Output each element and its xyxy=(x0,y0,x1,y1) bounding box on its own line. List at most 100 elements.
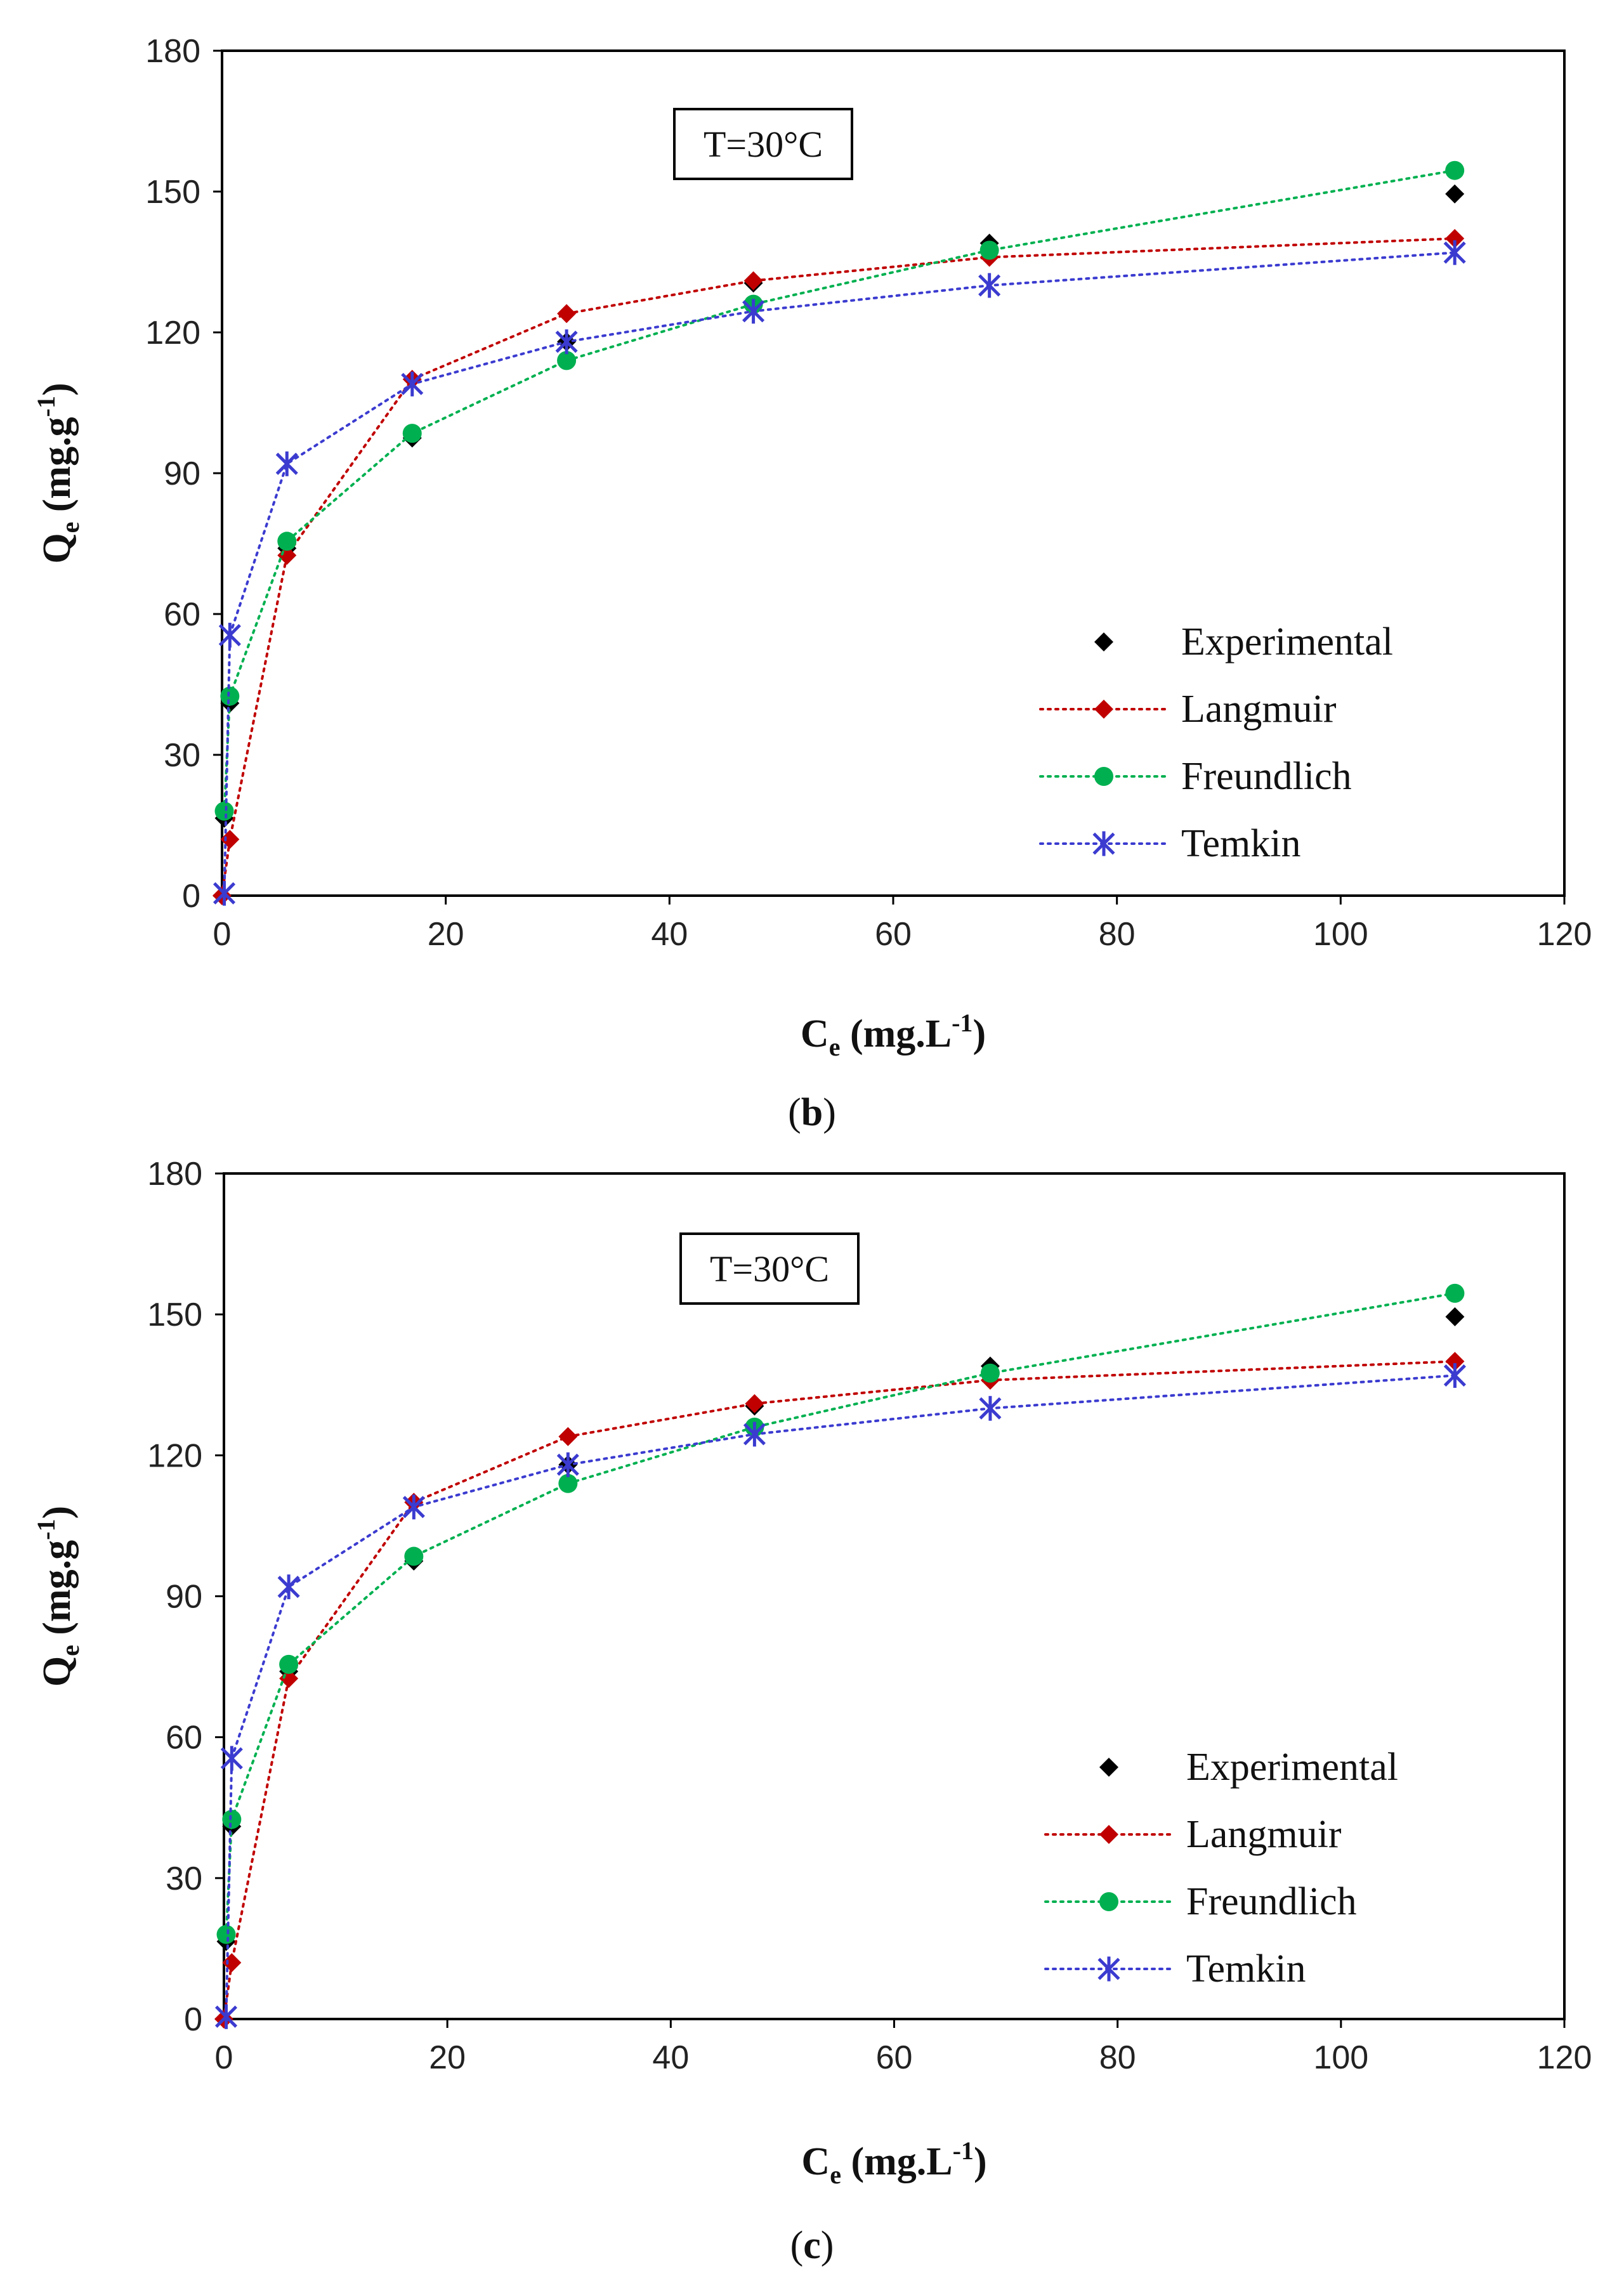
series-experimental xyxy=(214,184,1465,828)
annotation-frame xyxy=(673,108,853,180)
series-line-langmuir xyxy=(223,1360,1457,2020)
x-tick-label: 100 xyxy=(1313,916,1368,953)
legend-label-langmuir: Langmuir xyxy=(1181,688,1337,731)
point-freundlich xyxy=(214,801,234,821)
point-experimental xyxy=(1445,184,1465,204)
annotation-box: T=30°C xyxy=(679,1232,860,1305)
point-temkin xyxy=(213,880,236,906)
series-line-freundlich xyxy=(223,169,1457,813)
point-freundlich xyxy=(402,424,422,443)
point-freundlich xyxy=(1445,160,1465,180)
point-freundlich xyxy=(557,351,577,370)
legend-label-temkin: Temkin xyxy=(1181,822,1301,865)
legend-entry-experimental: Experimental xyxy=(1099,1746,1398,1789)
legend-entry-freundlich: Freundlich xyxy=(1039,755,1352,798)
series-group xyxy=(214,1283,1466,2029)
legend: Experimental Langmuir Freundlich Temkin xyxy=(1039,620,1393,865)
y-tick-label: 90 xyxy=(166,1579,202,1616)
x-tick-label: 40 xyxy=(652,2039,689,2076)
point-temkin xyxy=(556,1452,579,1477)
point-temkin xyxy=(978,273,1001,298)
point-freundlich xyxy=(216,1925,236,1944)
point-temkin xyxy=(979,1395,1002,1421)
x-axis-ticks: 0 20 40 60 80 100 120 xyxy=(213,896,1592,953)
point-freundlich xyxy=(1445,1283,1465,1303)
chart-panel-b: 0 20 40 60 80 100 120 0 30 60 90 120 150 180 Ce (mg.L-… xyxy=(0,0,1624,1135)
annotation-label: T=30°C xyxy=(710,1248,829,1290)
x-tick-label: 0 xyxy=(215,2039,233,2076)
legend-label-experimental: Experimental xyxy=(1186,1746,1398,1789)
legend-entry-freundlich: Freundlich xyxy=(1044,1880,1357,1923)
legend-marker-experimental xyxy=(1099,1758,1118,1777)
legend-entry-langmuir: Langmuir xyxy=(1039,688,1337,731)
point-langmuir xyxy=(745,1394,764,1413)
point-temkin xyxy=(277,1574,300,1600)
legend-entry-experimental: Experimental xyxy=(1094,620,1393,663)
point-temkin xyxy=(1443,1363,1466,1388)
point-freundlich xyxy=(220,686,240,706)
point-temkin xyxy=(555,329,578,355)
legend-entry-langmuir: Langmuir xyxy=(1044,1813,1342,1856)
legend-marker-freundlich xyxy=(1099,1892,1118,1911)
legend-marker-experimental xyxy=(1094,632,1113,651)
legend-label-temkin: Temkin xyxy=(1186,1947,1306,1990)
point-freundlich xyxy=(980,1363,1000,1383)
legend-marker-langmuir xyxy=(1099,1825,1118,1844)
y-tick-label: 0 xyxy=(182,878,200,915)
point-temkin xyxy=(218,622,241,648)
legend-label-experimental: Experimental xyxy=(1181,620,1393,663)
annotation-box: T=30°C xyxy=(673,108,853,180)
series-freundlich xyxy=(216,1283,1465,1944)
point-langmuir xyxy=(557,304,577,324)
x-axis-ticks: 0 20 40 60 80 100 120 xyxy=(215,2019,1592,2076)
y-tick-label: 30 xyxy=(166,1860,202,1897)
point-langmuir xyxy=(279,1669,299,1689)
y-tick-label: 180 xyxy=(147,1156,202,1193)
point-langmuir xyxy=(277,546,297,565)
panel-label: (b) xyxy=(788,1091,836,1134)
y-tick-label: 150 xyxy=(145,174,200,211)
legend-entry-temkin: Temkin xyxy=(1044,1947,1306,1990)
legend-label-freundlich: Freundlich xyxy=(1181,755,1352,798)
x-tick-label: 80 xyxy=(1099,916,1136,953)
x-tick-label: 60 xyxy=(875,916,912,953)
point-freundlich xyxy=(222,1810,242,1829)
y-tick-label: 120 xyxy=(147,1437,202,1474)
point-freundlich xyxy=(558,1474,578,1493)
point-temkin xyxy=(743,1422,766,1447)
legend-label-langmuir: Langmuir xyxy=(1186,1813,1342,1856)
y-tick-label: 0 xyxy=(184,2001,202,2038)
legend-marker-temkin xyxy=(1097,1956,1120,1982)
y-tick-label: 90 xyxy=(164,455,200,492)
y-tick-label: 60 xyxy=(164,596,200,633)
y-tick-label: 30 xyxy=(164,737,200,774)
x-axis-title: Ce (mg.L-1) xyxy=(801,2136,986,2189)
point-freundlich xyxy=(979,240,999,260)
y-tick-label: 180 xyxy=(145,33,200,70)
x-tick-label: 40 xyxy=(651,916,688,953)
point-langmuir xyxy=(1445,229,1465,248)
x-tick-label: 100 xyxy=(1313,2039,1368,2076)
series-temkin xyxy=(214,1363,1466,2029)
isotherm-chart-b: 0 20 40 60 80 100 120 0 30 60 90 120 150 180 Ce (mg.L-… xyxy=(32,33,1592,1134)
point-temkin xyxy=(214,2004,238,2029)
series-line-temkin xyxy=(223,251,1457,895)
legend-entry-temkin: Temkin xyxy=(1039,822,1301,865)
y-tick-label: 150 xyxy=(147,1297,202,1333)
series-temkin xyxy=(213,240,1466,906)
point-experimental xyxy=(1445,1307,1465,1326)
x-tick-label: 120 xyxy=(1537,2039,1592,2076)
y-tick-label: 60 xyxy=(166,1720,202,1756)
legend-marker-langmuir xyxy=(1094,700,1113,719)
y-axis-ticks: 0 30 60 90 120 150 180 xyxy=(145,33,222,915)
y-tick-label: 120 xyxy=(145,315,200,351)
x-tick-label: 20 xyxy=(428,916,464,953)
point-langmuir xyxy=(558,1427,578,1446)
isotherm-chart-c: 0 20 40 60 80 100 120 0 30 60 90 120 150 180 Ce (mg.L-… xyxy=(32,1156,1592,2267)
series-line-langmuir xyxy=(221,237,1457,897)
series-group xyxy=(213,160,1466,906)
point-freundlich xyxy=(279,1654,299,1674)
x-axis-title: Ce (mg.L-1) xyxy=(801,1009,986,1061)
series-line-freundlich xyxy=(225,1291,1457,1936)
series-line-temkin xyxy=(225,1374,1457,2018)
